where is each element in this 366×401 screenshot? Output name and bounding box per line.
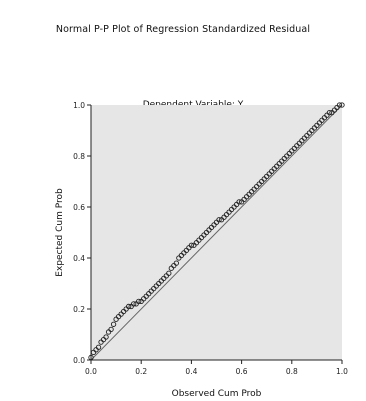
axes: 0.0 0.2 0.4 0.6 0.8 1.0 0.0 0.2 0.4 0.6 0.8 1.0 — [73, 101, 348, 376]
x-tick-label: 0.6 — [236, 367, 248, 376]
y-tick-label: 0.4 — [73, 254, 85, 263]
data-point — [110, 321, 117, 327]
data-point — [136, 298, 142, 304]
x-tick-label: 0.2 — [135, 367, 147, 376]
y-tick-label: 0.2 — [73, 305, 85, 314]
data-point — [236, 199, 242, 205]
y-tick-label: 0.0 — [73, 356, 85, 365]
chart-title: Normal P-P Plot of Regression Standardiz… — [55, 24, 311, 35]
data-point — [103, 334, 109, 340]
x-axis-label: Observed Cum Prob — [172, 389, 262, 399]
y-tick-label: 1.0 — [73, 101, 85, 110]
data-point — [108, 326, 114, 333]
x-tick-label: 1.0 — [336, 367, 348, 376]
reference-line — [90, 104, 343, 361]
data-point — [131, 301, 137, 307]
x-tick-label: 0.8 — [286, 367, 298, 376]
data-point — [173, 260, 179, 266]
data-point — [326, 110, 333, 116]
x-tick-label: 0.4 — [185, 367, 197, 376]
data-point — [339, 102, 345, 108]
data-point — [95, 344, 102, 350]
x-tick-label: 0.0 — [85, 367, 97, 376]
data-point — [166, 270, 172, 276]
y-tick-label: 0.6 — [73, 203, 85, 212]
data-points — [88, 102, 345, 361]
data-point — [336, 102, 343, 108]
data-point — [216, 217, 222, 223]
data-point — [125, 303, 132, 310]
y-tick-label: 0.8 — [73, 152, 85, 161]
data-point — [188, 242, 195, 248]
y-axis-label: Expected Cum Prob — [55, 188, 65, 277]
